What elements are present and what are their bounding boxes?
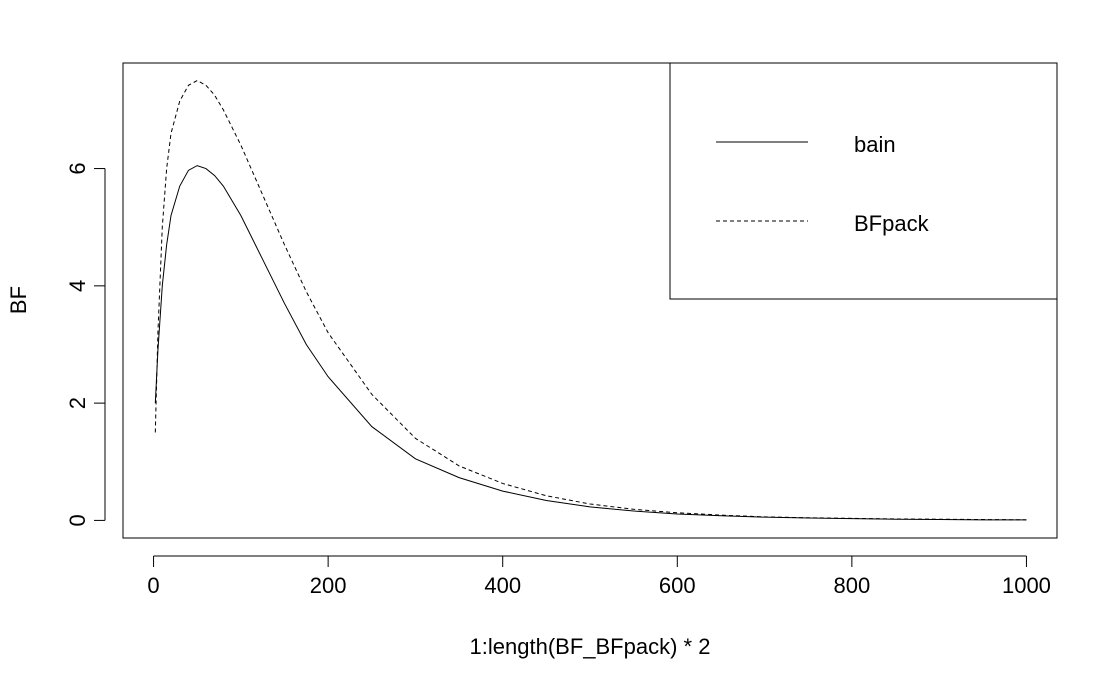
x-tick-label: 400 <box>484 573 521 598</box>
series-line-bfpack <box>154 80 1027 521</box>
y-tick-label: 0 <box>65 514 90 526</box>
x-tick-label: 800 <box>834 573 871 598</box>
legend-box <box>669 62 1058 300</box>
y-tick-label: 6 <box>65 162 90 174</box>
series-group <box>154 80 1027 521</box>
x-axis-label: 1:length(BF_BFpack) * 2 <box>470 634 711 659</box>
y-axis: 0 2 4 6 <box>65 162 106 527</box>
y-axis-label: BF <box>6 286 31 314</box>
plot-box <box>122 62 1058 539</box>
y-tick-label: 2 <box>65 397 90 409</box>
x-tick-label: 1000 <box>1002 573 1051 598</box>
legend-label-bain: bain <box>854 132 896 157</box>
x-axis: 0 200 400 600 800 1000 <box>147 555 1051 598</box>
legend: bain BFpack <box>669 62 1058 300</box>
x-tick-label: 0 <box>147 573 159 598</box>
x-tick-label: 200 <box>310 573 347 598</box>
y-tick-label: 4 <box>65 280 90 292</box>
legend-label-bfpack: BFpack <box>854 211 930 236</box>
x-tick-label: 600 <box>659 573 696 598</box>
